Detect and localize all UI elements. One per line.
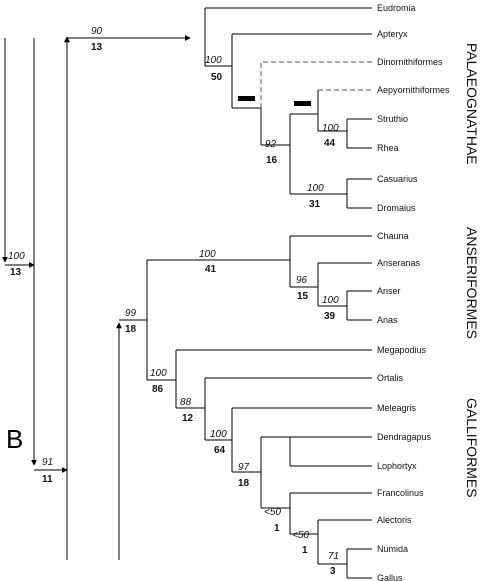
node-decay-index: 64: [214, 445, 226, 456]
extinct-lineage-bar: [238, 96, 255, 101]
node-bootstrap: 88: [180, 397, 192, 408]
node-decay-index: 13: [91, 42, 103, 53]
node-bootstrap: 92: [265, 139, 277, 150]
node-bootstrap: 100: [307, 183, 324, 194]
taxon-label: Dromaius: [377, 203, 416, 213]
node-bootstrap: 100: [205, 55, 222, 66]
node-decay-index: 1: [274, 523, 280, 534]
taxon-label: Casuarius: [377, 174, 418, 184]
taxon-label: Eudromia: [377, 3, 416, 13]
node-decay-index: 15: [297, 291, 309, 302]
node-bootstrap: 71: [328, 551, 339, 562]
taxon-label: Anser: [377, 286, 401, 296]
node-decay-index: 11: [42, 474, 53, 485]
node-bootstrap: 100: [322, 295, 339, 306]
taxon-label: Rhea: [377, 143, 399, 153]
node-decay-index: 13: [10, 267, 22, 278]
anseriformes-branches: [146, 235, 372, 380]
taxon-label: Meleagris: [377, 403, 417, 413]
node-bootstrap: <50: [292, 530, 309, 541]
taxon-label: Anas: [377, 315, 398, 325]
node-bootstrap: 100: [322, 123, 339, 134]
node-decay-index: 86: [152, 384, 164, 395]
taxon-label: Numida: [377, 544, 408, 554]
taxon-label: Dendragapus: [377, 432, 432, 442]
taxon-label: Chauna: [377, 231, 409, 241]
taxon-label: Francolinus: [377, 488, 424, 498]
taxon-label: Aepyornithiformes: [377, 85, 450, 95]
node-decay-index: 41: [205, 264, 217, 275]
taxon-label: Apteryx: [377, 29, 408, 39]
node-bootstrap: 100: [210, 429, 227, 440]
node-decay-index: 16: [266, 155, 278, 166]
node-bootstrap: <50: [264, 507, 281, 518]
taxon-label: Alectoris: [377, 515, 412, 525]
node-decay-index: 44: [324, 138, 336, 149]
group-label-galliformes: GALLIFORMES: [464, 398, 480, 498]
extinct-taxa-dashed-branches: [260, 61, 372, 108]
taxon-label: Ortalis: [377, 373, 404, 383]
taxon-label: Anseranas: [377, 258, 421, 268]
taxon-label: Dinornithiformes: [377, 57, 443, 67]
node-decay-index: 3: [330, 566, 336, 577]
node-bootstrap: 100: [8, 251, 25, 262]
taxon-label: Struthio: [377, 114, 408, 124]
node-bootstrap: 91: [42, 457, 53, 468]
group-label-anseriformes: ANSERIFORMES: [464, 227, 480, 339]
node-bootstrap: 90: [91, 26, 103, 37]
group-label-palaeognathae: PALAEOGNATHAE: [464, 43, 480, 165]
node-bootstrap: 99: [125, 308, 137, 319]
node-bootstrap: 100: [199, 249, 216, 260]
panel-label: B: [6, 424, 23, 454]
taxon-label: Gallus: [377, 573, 403, 581]
taxon-label: Megapodius: [377, 345, 427, 355]
palaeognathae-branches: [204, 7, 372, 209]
node-bootstrap: 97: [238, 462, 250, 473]
root-arrows: [2, 35, 191, 560]
node-decay-index: 50: [211, 72, 223, 83]
node-decay-index: 31: [309, 199, 321, 210]
galliformes-branches: [147, 349, 372, 579]
node-decay-index: 18: [125, 324, 137, 335]
node-decay-index: 39: [324, 311, 336, 322]
node-decay-index: 1: [302, 545, 308, 556]
node-bootstrap: 100: [150, 368, 167, 379]
node-bootstrap: 96: [296, 275, 308, 286]
node-decay-index: 18: [238, 478, 250, 489]
taxon-label: Lophortyx: [377, 461, 417, 471]
extinct-lineage-bar: [294, 101, 311, 106]
node-decay-index: 12: [182, 413, 194, 424]
